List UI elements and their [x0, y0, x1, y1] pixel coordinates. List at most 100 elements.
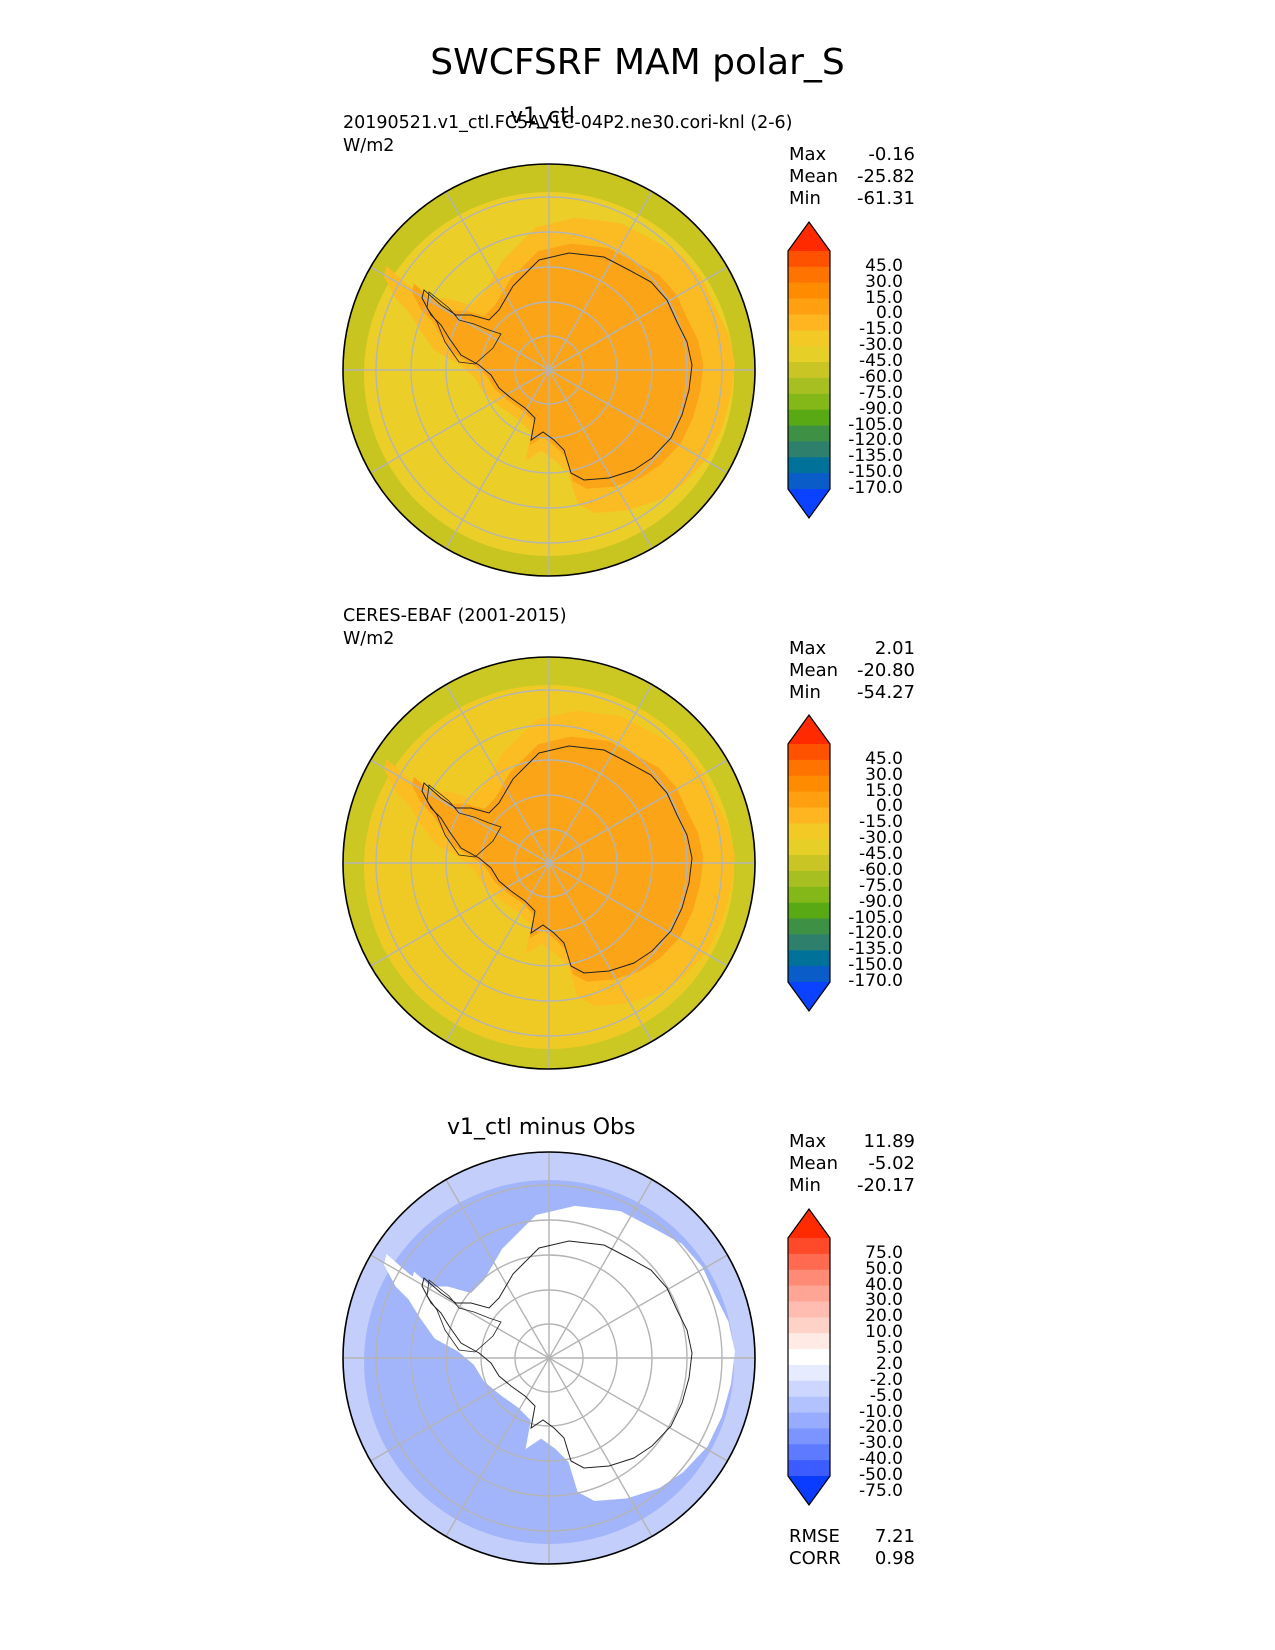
- colorbar-bottom-extension: [788, 1476, 830, 1505]
- colorbar-tick-label: -120.0: [848, 430, 903, 451]
- colorbar-tick-label: 0.0: [875, 796, 903, 817]
- panel-2-info: CERES-EBAF (2001-2015): [343, 606, 567, 626]
- panel-3-title: v1_ctl minus Obs: [447, 1115, 636, 1140]
- panel-2-units: W/m2: [343, 629, 395, 649]
- panel-3-stat-min-label: Min: [789, 1175, 821, 1196]
- meridian-line: [445, 862, 550, 1042]
- colorbar-outline: [787, 1207, 831, 1507]
- colorbar-top-extension: [788, 222, 830, 251]
- colorbar-tick-label: -75.0: [859, 382, 903, 403]
- colorbar-tick-label: 45.0: [865, 748, 903, 769]
- colorbar-segment: [788, 282, 830, 300]
- map-land-field: [411, 1231, 704, 1477]
- panel-1-stat-mean-value: -25.82: [856, 166, 915, 187]
- panel-1-stat-mean-label: Mean: [789, 166, 839, 187]
- colorbar-segment: [788, 441, 830, 458]
- map-boundary: [342, 656, 756, 1070]
- panel-2-stat-min-value: -54.27: [856, 682, 915, 703]
- panel-2-stat-max-value: 2.01: [874, 638, 915, 659]
- colorbar-tick-label: -170.0: [848, 971, 903, 991]
- colorbar-tick-label: 15.0: [865, 287, 903, 308]
- colorbar-segment: [788, 1380, 830, 1398]
- colorbar-segment: [788, 298, 830, 315]
- colorbar-segment: [788, 1285, 830, 1302]
- meridian-line: [548, 862, 728, 967]
- panel-3-rmse-value: 7.21: [874, 1526, 915, 1547]
- colorbar-bottom-extension: [788, 489, 830, 518]
- colorbar-tick-label: -20.0: [859, 1417, 903, 1438]
- colorbar-tick-label: -40.0: [859, 1449, 903, 1470]
- colorbar-tick-label: -120.0: [848, 923, 903, 944]
- colorbar-segment: [788, 1364, 830, 1382]
- colorbar-tick-label: -50.0: [859, 1465, 903, 1485]
- colorbar-segment: [788, 1238, 830, 1255]
- colorbar-tick-label: -135.0: [848, 446, 903, 467]
- panel-3-colorbar: [787, 1207, 831, 1507]
- meridian-line: [445, 1357, 550, 1537]
- panel-1-units: W/m2: [343, 136, 395, 156]
- colorbar-segment: [788, 950, 830, 967]
- colorbar-tick-label: -2.0: [869, 1369, 903, 1390]
- colorbar-segment: [788, 314, 830, 331]
- panel-2-polar-map: [342, 656, 756, 1070]
- map-land-field: [411, 243, 704, 489]
- colorbar-segment: [788, 759, 830, 777]
- panel-1-polar-map: [342, 163, 756, 577]
- panel-2-stat-max-label: Max: [789, 638, 827, 659]
- panel-3-stat-min-value: -20.17: [856, 1175, 915, 1196]
- colorbar-tick-label: -150.0: [848, 955, 903, 976]
- antarctica-coastline: [421, 745, 693, 974]
- colorbar-segment: [788, 377, 830, 395]
- colorbar-top-extension: [788, 1209, 830, 1238]
- meridian-line: [445, 369, 550, 549]
- colorbar-top-extension: [788, 715, 830, 744]
- figure-title: SWCFSRF MAM polar_S: [430, 42, 845, 83]
- meridian-line: [548, 191, 653, 371]
- panel-3-stat-max-label: Max: [789, 1131, 827, 1152]
- colorbar-segment: [788, 1460, 830, 1477]
- colorbar-tick-label: -15.0: [859, 319, 903, 340]
- colorbar-segment: [788, 266, 830, 284]
- panel-2-stat-min-label: Min: [789, 682, 821, 703]
- meridian-line: [370, 759, 550, 864]
- colorbar-segment: [788, 393, 830, 411]
- colorbar-tick-label: -75.0: [859, 875, 903, 896]
- colorbar-tick-label: -105.0: [848, 907, 903, 928]
- colorbar-tick-label: 30.0: [865, 271, 903, 292]
- panel-3-rmse-label: RMSE: [789, 1526, 840, 1547]
- colorbar-tick-label: -30.0: [859, 828, 903, 849]
- colorbar-segment: [788, 457, 830, 474]
- meridian-line: [370, 266, 550, 371]
- meridian-line: [370, 862, 550, 967]
- colorbar-segment: [788, 1269, 830, 1287]
- meridian-line: [370, 369, 550, 474]
- panel-3-stat-mean-value: -5.02: [868, 1153, 915, 1174]
- meridian-line: [370, 1254, 550, 1359]
- meridian-line: [548, 1357, 653, 1537]
- panel-1-colorbar: [787, 220, 831, 520]
- panel-3-corr-value: 0.98: [874, 1548, 915, 1569]
- colorbar-tick-label: 40.0: [865, 1274, 903, 1295]
- colorbar-tick-label: 15.0: [865, 780, 903, 801]
- panel-2-stat-mean-value: -20.80: [856, 660, 915, 681]
- colorbar-tick-label: -30.0: [859, 335, 903, 356]
- panel-2-colorbar: [787, 713, 831, 1013]
- colorbar-segment: [788, 1412, 830, 1429]
- meridian-line: [548, 266, 728, 371]
- meridian-line: [445, 191, 550, 371]
- colorbar-segment: [788, 1317, 830, 1334]
- colorbar-segment: [788, 807, 830, 824]
- panel-3-stat-max-value: 11.89: [863, 1131, 915, 1152]
- panel-1-stat-min-label: Min: [789, 188, 821, 209]
- colorbar-tick-label: -15.0: [859, 812, 903, 833]
- meridian-line: [548, 1254, 728, 1359]
- colorbar-segment: [788, 744, 830, 761]
- colorbar-tick-label: -30.0: [859, 1433, 903, 1454]
- antarctica-coastline: [421, 1240, 693, 1469]
- colorbar-tick-label: -5.0: [869, 1385, 903, 1406]
- colorbar-segment: [788, 473, 830, 490]
- colorbar-segment: [788, 1396, 830, 1414]
- colorbar-outline: [787, 713, 831, 1013]
- antarctica-coastline: [421, 252, 693, 481]
- colorbar-segment: [788, 362, 830, 379]
